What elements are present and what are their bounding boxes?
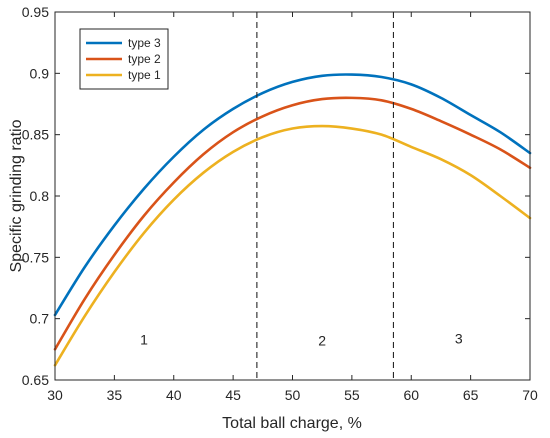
x-tick-label: 65 bbox=[463, 387, 479, 403]
region-label-2: 2 bbox=[318, 333, 326, 349]
legend-label: type 2 bbox=[128, 52, 161, 66]
x-tick-label: 50 bbox=[285, 387, 301, 403]
x-axis-label: Total ball charge, % bbox=[222, 415, 362, 432]
y-axis-ticks: 0.65 0.7 0.75 0.8 0.85 0.9 0.95 bbox=[22, 4, 530, 388]
legend: type 3 type 2 type 1 bbox=[79, 28, 169, 90]
y-tick-label: 0.85 bbox=[22, 127, 49, 143]
y-axis-label: Specific grinding ratio bbox=[8, 119, 25, 272]
legend-label: type 3 bbox=[128, 36, 161, 50]
y-tick-label: 0.75 bbox=[22, 249, 49, 265]
series-lines bbox=[53, 73, 532, 367]
x-tick-label: 40 bbox=[166, 387, 182, 403]
y-tick-label: 0.95 bbox=[22, 4, 49, 20]
y-tick-label: 0.8 bbox=[30, 188, 50, 204]
x-tick-label: 60 bbox=[403, 387, 419, 403]
region-label-3: 3 bbox=[455, 330, 463, 346]
x-tick-label: 30 bbox=[47, 387, 63, 403]
legend-label: type 1 bbox=[128, 68, 161, 82]
x-tick-label: 70 bbox=[522, 387, 538, 403]
y-tick-label: 0.65 bbox=[22, 372, 49, 388]
series-line-type-1 bbox=[53, 124, 532, 367]
x-tick-label: 55 bbox=[344, 387, 360, 403]
x-tick-label: 45 bbox=[225, 387, 241, 403]
region-label-1: 1 bbox=[140, 332, 148, 348]
series-line-type-2 bbox=[53, 96, 532, 351]
y-tick-label: 0.7 bbox=[30, 311, 50, 327]
x-tick-label: 35 bbox=[107, 387, 123, 403]
region-labels: 1 2 3 bbox=[140, 330, 463, 348]
region-dividers bbox=[256, 12, 394, 380]
series-line-type-3 bbox=[53, 73, 532, 317]
x-axis-ticks: 30 35 40 45 50 55 60 65 70 bbox=[47, 12, 538, 403]
y-tick-label: 0.9 bbox=[30, 65, 50, 81]
